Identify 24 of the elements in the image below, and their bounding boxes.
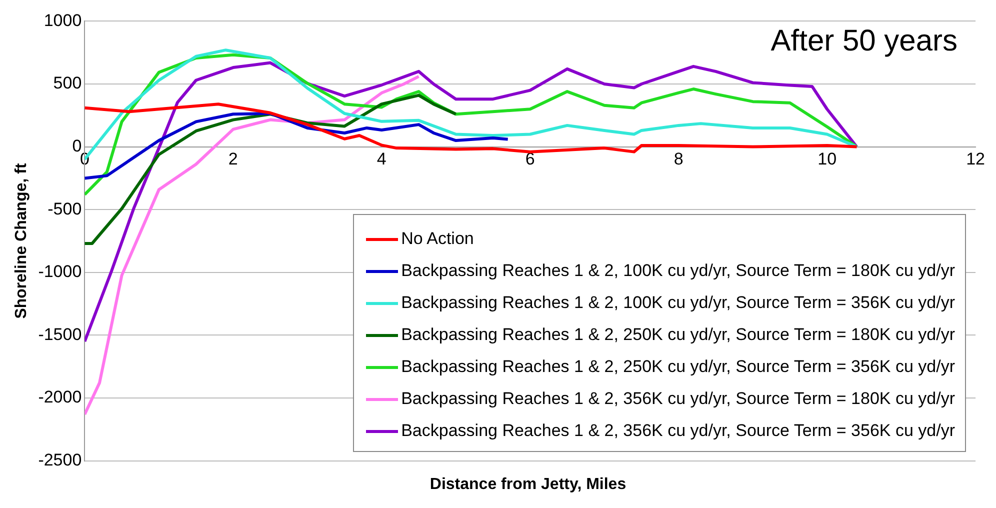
x-tick-label: 12 xyxy=(966,150,986,169)
legend-label: Backpassing Reaches 1 & 2, 250K cu yd/yr, Source Term = 180K cu yd/yr xyxy=(401,325,955,345)
x-tick-label: 6 xyxy=(525,150,535,169)
x-tick-label: 4 xyxy=(376,150,386,169)
x-tick-label: 10 xyxy=(818,150,837,169)
y-tick-label: -2500 xyxy=(38,450,82,470)
legend-label: Backpassing Reaches 1 & 2, 356K cu yd/yr, Source Term = 180K cu yd/yr xyxy=(401,389,955,409)
y-tick-label: -500 xyxy=(48,199,82,218)
legend-label: Backpassing Reaches 1 & 2, 100K cu yd/yr, Source Term = 180K cu yd/yr xyxy=(401,261,955,281)
x-tick-label: 2 xyxy=(228,150,238,169)
legend-label: No Action xyxy=(401,229,474,249)
y-tick-label: 500 xyxy=(53,74,82,93)
y-tick-label: -1500 xyxy=(38,324,82,344)
x-tick-label: 8 xyxy=(674,150,684,169)
y-tick-label: -2000 xyxy=(38,388,82,407)
legend-label: Backpassing Reaches 1 & 2, 100K cu yd/yr, Source Term = 356K cu yd/yr xyxy=(401,293,955,313)
annotation: After 50 years xyxy=(770,24,958,58)
y-axis-title: Shoreline Change, ft xyxy=(13,162,30,319)
legend-label: Backpassing Reaches 1 & 2, 250K cu yd/yr, Source Term = 356K cu yd/yr xyxy=(401,357,955,377)
y-tick-label: 1000 xyxy=(44,10,82,30)
y-tick-label: -1000 xyxy=(38,262,82,282)
y-tick-label: 0 xyxy=(72,136,82,156)
x-axis-title: Distance from Jetty, Miles xyxy=(428,475,628,495)
legend-label: Backpassing Reaches 1 & 2, 356K cu yd/yr, Source Term = 356K cu yd/yr xyxy=(401,421,955,441)
